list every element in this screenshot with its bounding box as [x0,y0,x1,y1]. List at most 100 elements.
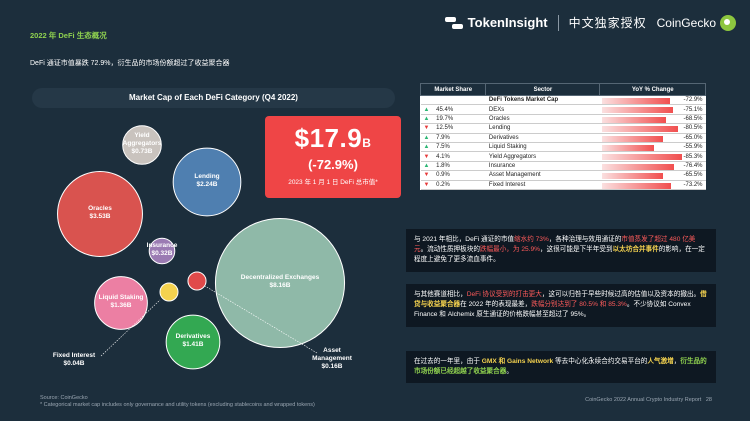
yoy-cell: -65.0% [599,133,706,143]
yoy-value: -75.1% [683,106,703,113]
table-row: ▼ 4.1% Yield Aggregators -85.3% [420,151,706,162]
yoy-value: -55.9% [683,144,703,151]
bubble-label-fixed-interest: Fixed Interest $0.04B [53,352,96,367]
insight-panel-1: 与 2021 年相比，DeFi 通证的市值缩水约 73%，各种治理与效用通证的市… [406,229,716,272]
yoy-bar [601,182,671,189]
bubble-lending [172,147,242,217]
header-sector: Sector [485,83,601,96]
market-share-cell: 0.9% [433,170,486,181]
triangle-up-icon: ▲ [420,114,434,125]
bubble-label-asset-management: Asset Management $0.16B [312,347,353,370]
market-share-cell: 19.7% [433,114,486,125]
fixed-interest-leader-line [100,299,161,357]
market-share-cell [433,95,486,106]
yoy-bar [601,116,667,123]
bubble-label-oracles: Oracles $3.53B [88,205,112,220]
sector-table: Market Share Sector YoY % Change DeFi To… [419,83,706,190]
bubble-label-derivatives: Derivatives $1.41B [176,333,211,348]
coingecko-name: CoinGecko [656,15,716,30]
yoy-bar [601,144,655,151]
yoy-bar [601,98,671,104]
bubble-label-insurance: Insurance $0.32B [147,242,178,257]
header-yoy-change: YoY % Change [599,83,706,96]
yoy-cell: -85.3% [599,151,706,162]
tokeninsight-mark-icon [444,16,463,29]
yoy-cell: -55.9% [599,142,706,153]
footer-source: Source: CoinGecko * Categorical market c… [40,395,315,408]
triangle-up-icon: ▲ [420,161,434,172]
yoy-value: -76.4% [683,162,703,169]
yoy-bar [601,107,673,114]
yoy-bar [601,163,674,170]
triangle-down-icon: ▼ [420,180,434,190]
sector-cell: Lending [485,123,600,134]
bubble-label-decentralized-exchanges: Decentralized Exchanges $8.16B [241,274,320,289]
yoy-value: -72.9% [683,97,703,104]
bubble-insurance [148,237,176,265]
sector-cell: Insurance [485,161,600,172]
page-label: 2022 年 DeFi 生态概况 [30,31,107,40]
insight-panel-3: 在过去的一年里，由于 GMX 和 Gains Network 等去中心化永续合约… [406,351,716,384]
triangle-down-icon: ▼ [420,151,434,162]
tokeninsight-logo: TokenInsight [444,15,548,30]
market-share-cell: 12.5% [433,123,486,134]
triangle-down-icon: ▼ [420,123,434,134]
sector-cell: Derivatives [485,133,600,143]
table-row: ▲ 1.8% Insurance -76.4% [420,161,706,172]
coingecko-logo: CoinGecko [656,14,736,31]
yoy-cell: -68.5% [599,114,706,125]
exclusive-license-title: 中文独家授权 [568,16,647,30]
total-market-cap-card: $17.9B (-72.9%) 2023 年 1 月 1 日 DeFi 总市值* [265,116,401,198]
market-share-cell: 4.1% [433,151,486,162]
yoy-cell: -73.2% [599,180,706,190]
triangle-up-icon: ▲ [420,104,434,115]
triangle-down-icon: ▼ [420,170,434,181]
yoy-value: -80.5% [683,125,703,132]
triangle-up-icon: ▲ [420,133,434,143]
market-share-cell: 0.2% [433,180,486,190]
yoy-value: -65.5% [683,172,703,179]
table-row: ▲ 7.9% Derivatives -65.0% [420,133,706,143]
sector-cell: Yield Aggregators [485,151,600,162]
table-header-row: Market Share Sector YoY % Change [419,83,706,96]
sector-cell: Oracles [485,114,600,125]
yoy-value: -85.3% [683,153,703,160]
table-row: ▼ 12.5% Lending -80.5% [420,123,706,134]
yoy-value: -68.5% [683,115,703,122]
sector-cell: Asset Management [485,170,600,181]
sector-cell: DEXs [485,104,600,115]
bubble-liquid-staking [94,276,148,330]
yoy-value: -73.2% [683,181,703,188]
sector-cell: Liquid Staking [485,142,600,153]
table-row: ▲ 45.4% DEXs -75.1% [420,104,706,115]
insight-panel-2: 与其他赛道相比，DeFi 协议受到的打击更大，这可以归咎于早些时候过高的估值以及… [406,284,716,327]
total-market-cap-change: (-72.9%) [308,157,358,172]
header-logos: TokenInsight 中文独家授权 CoinGecko [444,14,736,31]
bubble-label-liquid-staking: Liquid Staking $1.36B [99,294,144,309]
bubble-fixed-interest [159,282,179,302]
yoy-cell: -75.1% [599,104,706,115]
bubble-label-yield-aggregators: Yield Aggregators $0.73B [123,132,162,155]
triangle-up-icon: ▲ [420,142,434,153]
total-market-cap-caption: 2023 年 1 月 1 日 DeFi 总市值* [288,179,378,186]
headline: DeFi 通证市值暴跌 72.9%，衍生品的市场份额超过了收益聚合器 [30,60,230,67]
bubble-oracles [57,171,143,257]
bubble-asset-management [187,271,207,291]
chart-title: Market Cap of Each DeFi Category (Q4 202… [32,88,395,108]
header-divider [557,14,559,31]
table-row: DeFi Tokens Market Cap -72.9% [420,95,706,106]
market-share-cell: 7.9% [433,133,486,143]
market-share-cell: 45.4% [433,104,486,115]
footer-report: CoinGecko 2022 Annual Crypto Industry Re… [585,397,712,403]
asset-management-leader-line [204,285,318,354]
yoy-cell: -72.9% [599,95,706,106]
yoy-bar [601,173,664,180]
coingecko-gecko-icon [720,14,736,31]
table-row: ▼ 0.9% Asset Management -65.5% [420,170,706,181]
bubble-derivatives [165,314,221,370]
empty-cell [420,95,434,106]
market-share-cell: 1.8% [433,161,486,172]
sector-cell: DeFi Tokens Market Cap [485,95,600,106]
sector-cell: Fixed Interest [485,180,600,190]
